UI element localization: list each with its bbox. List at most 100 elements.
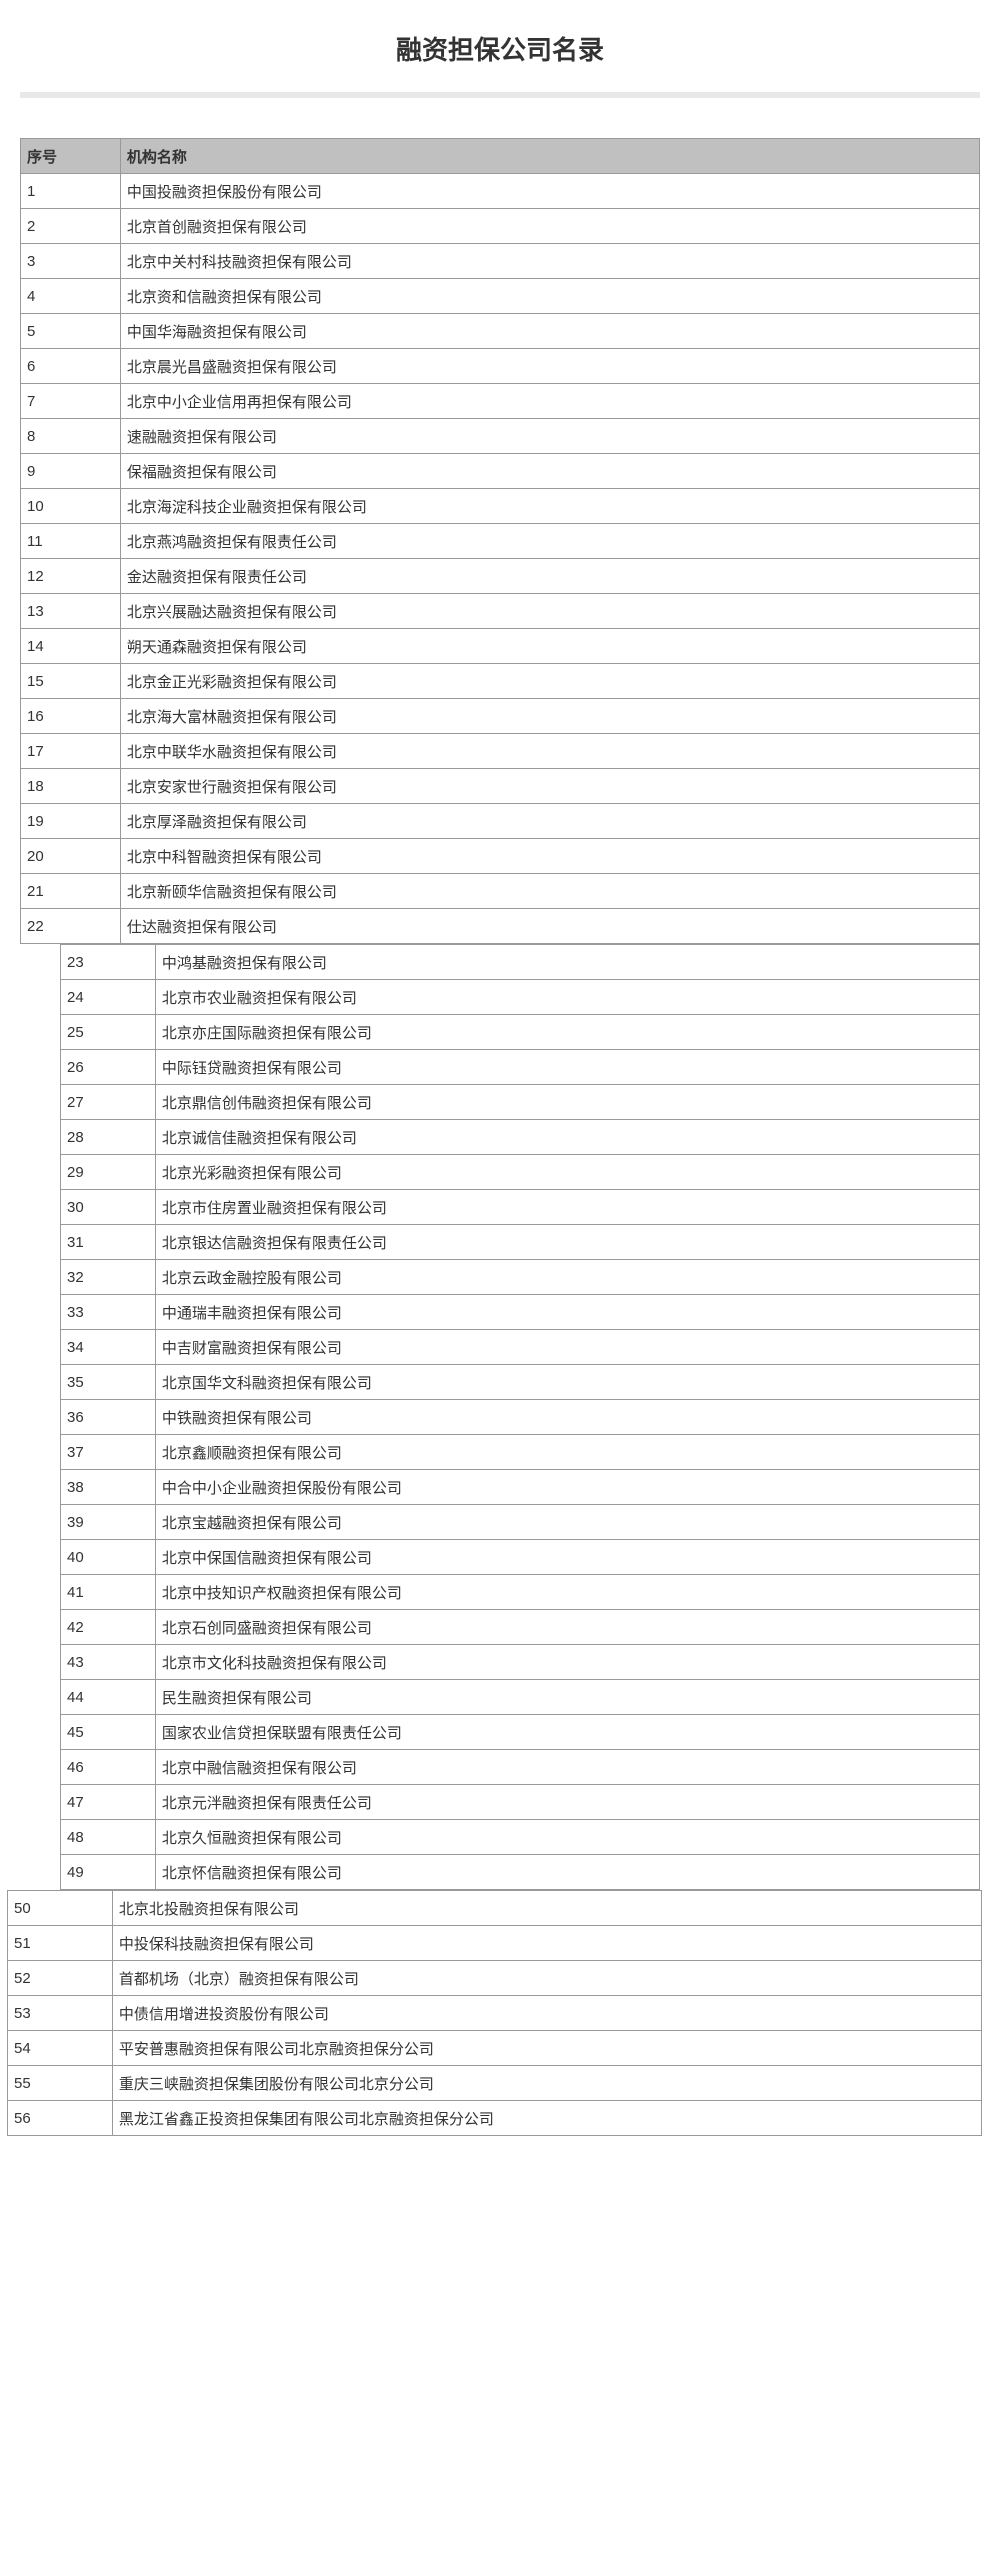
cell-name: 北京中小企业信用再担保有限公司 [120,384,979,419]
cell-name: 重庆三峡融资担保集团股份有限公司北京分公司 [112,2066,981,2101]
table-row: 7北京中小企业信用再担保有限公司 [21,384,980,419]
cell-name: 金达融资担保有限责任公司 [120,559,979,594]
cell-num: 24 [61,980,156,1015]
cell-name: 北京兴展融达融资担保有限公司 [120,594,979,629]
table-row: 17北京中联华水融资担保有限公司 [21,734,980,769]
cell-name: 北京资和信融资担保有限公司 [120,279,979,314]
cell-num: 6 [21,349,121,384]
cell-name: 中吉财富融资担保有限公司 [155,1330,979,1365]
cell-name: 北京中关村科技融资担保有限公司 [120,244,979,279]
cell-num: 42 [61,1610,156,1645]
cell-num: 53 [8,1996,113,2031]
cell-num: 3 [21,244,121,279]
cell-name: 北京市农业融资担保有限公司 [155,980,979,1015]
cell-name: 中债信用增进投资股份有限公司 [112,1996,981,2031]
cell-name: 北京云政金融控股有限公司 [155,1260,979,1295]
table-row: 24北京市农业融资担保有限公司 [61,980,980,1015]
table-row: 32北京云政金融控股有限公司 [61,1260,980,1295]
cell-num: 43 [61,1645,156,1680]
cell-num: 55 [8,2066,113,2101]
cell-num: 38 [61,1470,156,1505]
cell-name: 北京中联华水融资担保有限公司 [120,734,979,769]
cell-num: 10 [21,489,121,524]
table-row: 42北京石创同盛融资担保有限公司 [61,1610,980,1645]
table-row: 26中际钰贷融资担保有限公司 [61,1050,980,1085]
cell-num: 17 [21,734,121,769]
cell-num: 34 [61,1330,156,1365]
table-row: 49北京怀信融资担保有限公司 [61,1855,980,1890]
table-row: 38中合中小企业融资担保股份有限公司 [61,1470,980,1505]
cell-name: 黑龙江省鑫正投资担保集团有限公司北京融资担保分公司 [112,2101,981,2136]
table-row: 52首都机场（北京）融资担保有限公司 [8,1961,982,1996]
cell-num: 33 [61,1295,156,1330]
table-row: 35北京国华文科融资担保有限公司 [61,1365,980,1400]
cell-num: 52 [8,1961,113,1996]
cell-num: 16 [21,699,121,734]
table-row: 39北京宝越融资担保有限公司 [61,1505,980,1540]
table-row: 4北京资和信融资担保有限公司 [21,279,980,314]
table-section-1: 序号 机构名称 1中国投融资担保股份有限公司2北京首创融资担保有限公司3北京中关… [0,138,1000,944]
table-row: 50北京北投融资担保有限公司 [8,1891,982,1926]
cell-num: 22 [21,909,121,944]
cell-num: 35 [61,1365,156,1400]
table-row: 3北京中关村科技融资担保有限公司 [21,244,980,279]
cell-name: 北京厚泽融资担保有限公司 [120,804,979,839]
cell-name: 北京久恒融资担保有限公司 [155,1820,979,1855]
cell-num: 27 [61,1085,156,1120]
cell-num: 11 [21,524,121,559]
cell-name: 仕达融资担保有限公司 [120,909,979,944]
cell-name: 北京新颐华信融资担保有限公司 [120,874,979,909]
cell-num: 25 [61,1015,156,1050]
table-row: 11北京燕鸿融资担保有限责任公司 [21,524,980,559]
cell-name: 中合中小企业融资担保股份有限公司 [155,1470,979,1505]
cell-num: 26 [61,1050,156,1085]
cell-name: 民生融资担保有限公司 [155,1680,979,1715]
cell-name: 北京宝越融资担保有限公司 [155,1505,979,1540]
cell-num: 2 [21,209,121,244]
cell-num: 36 [61,1400,156,1435]
cell-num: 13 [21,594,121,629]
cell-name: 北京石创同盛融资担保有限公司 [155,1610,979,1645]
cell-num: 39 [61,1505,156,1540]
table-row: 44民生融资担保有限公司 [61,1680,980,1715]
cell-name: 保福融资担保有限公司 [120,454,979,489]
table-row: 45国家农业信贷担保联盟有限责任公司 [61,1715,980,1750]
cell-name: 北京晨光昌盛融资担保有限公司 [120,349,979,384]
table-row: 1中国投融资担保股份有限公司 [21,174,980,209]
cell-num: 19 [21,804,121,839]
cell-name: 北京国华文科融资担保有限公司 [155,1365,979,1400]
cell-name: 中铁融资担保有限公司 [155,1400,979,1435]
cell-name: 北京市住房置业融资担保有限公司 [155,1190,979,1225]
table-row: 47北京元泮融资担保有限责任公司 [61,1785,980,1820]
table-row: 29北京光彩融资担保有限公司 [61,1155,980,1190]
table-row: 28北京诚信佳融资担保有限公司 [61,1120,980,1155]
cell-name: 速融融资担保有限公司 [120,419,979,454]
table-row: 27北京鼎信创伟融资担保有限公司 [61,1085,980,1120]
cell-num: 29 [61,1155,156,1190]
cell-name: 中投保科技融资担保有限公司 [112,1926,981,1961]
table-row: 9保福融资担保有限公司 [21,454,980,489]
cell-num: 51 [8,1926,113,1961]
table-row: 13北京兴展融达融资担保有限公司 [21,594,980,629]
cell-num: 32 [61,1260,156,1295]
cell-num: 44 [61,1680,156,1715]
cell-name: 北京光彩融资担保有限公司 [155,1155,979,1190]
cell-num: 20 [21,839,121,874]
cell-name: 国家农业信贷担保联盟有限责任公司 [155,1715,979,1750]
table-row: 19北京厚泽融资担保有限公司 [21,804,980,839]
companies-table-2: 23中鸿基融资担保有限公司24北京市农业融资担保有限公司25北京亦庄国际融资担保… [60,944,980,1890]
cell-num: 37 [61,1435,156,1470]
table-row: 55重庆三峡融资担保集团股份有限公司北京分公司 [8,2066,982,2101]
cell-name: 中鸿基融资担保有限公司 [155,945,979,980]
cell-name: 北京中技知识产权融资担保有限公司 [155,1575,979,1610]
cell-num: 21 [21,874,121,909]
table-row: 12金达融资担保有限责任公司 [21,559,980,594]
cell-name: 北京中保国信融资担保有限公司 [155,1540,979,1575]
table-row: 41北京中技知识产权融资担保有限公司 [61,1575,980,1610]
column-header-num: 序号 [21,139,121,174]
cell-name: 平安普惠融资担保有限公司北京融资担保分公司 [112,2031,981,2066]
table-row: 31北京银达信融资担保有限责任公司 [61,1225,980,1260]
cell-name: 首都机场（北京）融资担保有限公司 [112,1961,981,1996]
table-row: 33中通瑞丰融资担保有限公司 [61,1295,980,1330]
cell-name: 中际钰贷融资担保有限公司 [155,1050,979,1085]
